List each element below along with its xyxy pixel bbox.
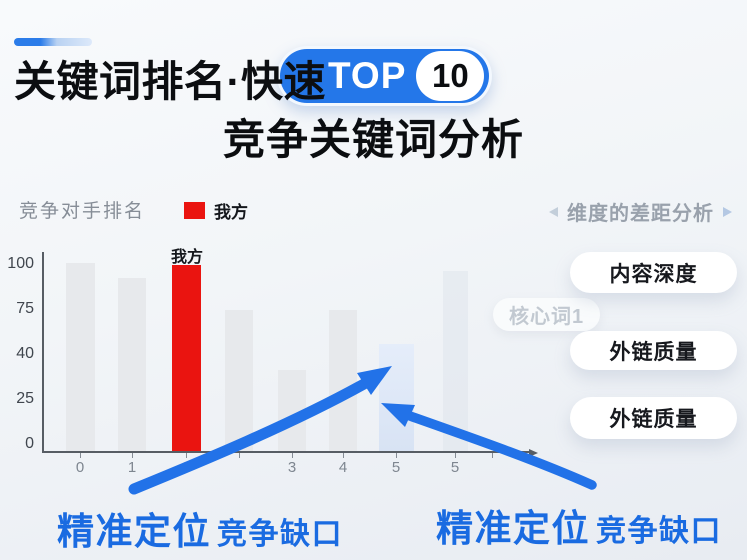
callout-left-strong: 精准定位 xyxy=(57,511,211,552)
chevron-right-icon xyxy=(723,206,732,217)
callout-left: 精准定位 竞争缺口 xyxy=(57,501,343,555)
y-label-75: 75 xyxy=(16,300,34,317)
bar-annotation: 我方 xyxy=(170,249,203,266)
x-tick xyxy=(186,453,187,458)
x-tick xyxy=(239,453,240,458)
x-label-7: 5 xyxy=(450,459,460,476)
x-tick xyxy=(455,453,456,458)
x-tick xyxy=(132,453,133,458)
badge-number-circle: 10 xyxy=(416,51,485,101)
badge-top-label: TOP xyxy=(328,55,407,96)
x-tick xyxy=(492,453,493,458)
y-label-40: 40 xyxy=(16,345,34,362)
page-subtitle: 竞争关键词分析 xyxy=(222,116,524,163)
y-label-0: 0 xyxy=(25,435,34,452)
bar-5 xyxy=(329,310,357,451)
bar-3 xyxy=(225,310,253,451)
callout-right-rest: 竞争缺口 xyxy=(596,515,722,548)
bar-0 xyxy=(66,263,95,451)
bar-4 xyxy=(278,370,306,451)
callout-right-strong: 精准定位 xyxy=(436,508,590,549)
dimension-pill-backlink-quality-2: 外链质量 xyxy=(570,397,737,439)
ghost-pill-keyword: 核心词1 xyxy=(493,298,601,331)
bar-1 xyxy=(118,278,146,451)
x-label-6: 5 xyxy=(391,459,401,476)
x-label-2: 2 xyxy=(181,459,191,476)
x-tick xyxy=(292,453,293,458)
x-label-4: 3 xyxy=(287,459,297,476)
chart-legend: 我方 xyxy=(184,198,248,223)
y-axis-labels: 100 75 40 25 0 xyxy=(0,252,34,453)
page-title: 关键词排名·快速 xyxy=(14,58,326,105)
x-axis-arrow-icon xyxy=(529,449,538,457)
x-tick xyxy=(343,453,344,458)
y-label-100: 100 xyxy=(7,255,34,272)
x-label-5: 4 xyxy=(338,459,348,476)
badge-number: 10 xyxy=(432,57,469,94)
bar-chart: 我方 0 1 2 3 4 5 5 xyxy=(42,249,538,476)
legend-label: 我方 xyxy=(214,203,248,222)
y-label-25: 25 xyxy=(16,390,34,407)
x-label-0: 0 xyxy=(75,459,85,476)
x-tick xyxy=(396,453,397,458)
x-tick xyxy=(80,453,81,458)
x-label-1: 1 xyxy=(127,459,137,476)
accent-bar xyxy=(14,38,92,46)
bar-7 xyxy=(443,271,468,451)
dimension-heading-label: 维度的差距分析 xyxy=(567,203,714,225)
legend-swatch xyxy=(184,202,205,219)
chevron-left-icon xyxy=(549,206,558,217)
callout-left-rest: 竞争缺口 xyxy=(217,518,343,551)
callout-right: 精准定位 竞争缺口 xyxy=(436,498,722,552)
chart-title: 竞争对手排名 xyxy=(19,201,146,222)
dimension-pill-backlink-quality-1: 外链质量 xyxy=(570,331,737,370)
bar-2 xyxy=(172,265,201,451)
top10-badge: TOP 10 xyxy=(277,46,493,106)
bar-6 xyxy=(379,344,414,451)
dimension-pill-content-depth: 内容深度 xyxy=(570,252,737,293)
dimension-panel-heading: 维度的差距分析 xyxy=(549,197,732,226)
